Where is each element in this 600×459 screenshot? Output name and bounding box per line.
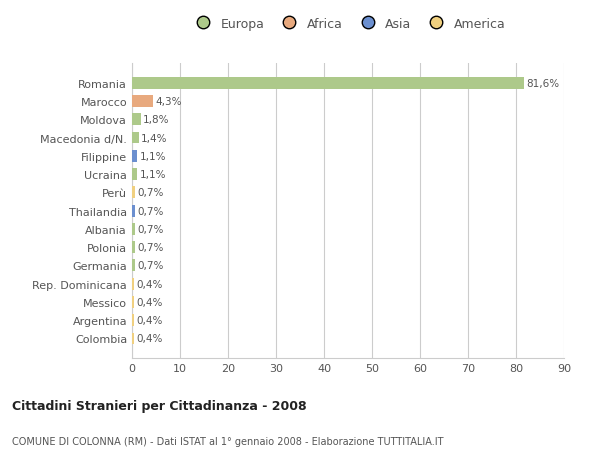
Bar [132, 260, 136, 272]
Text: COMUNE DI COLONNA (RM) - Dati ISTAT al 1° gennaio 2008 - Elaborazione TUTTITALIA: COMUNE DI COLONNA (RM) - Dati ISTAT al 1… [12, 436, 443, 446]
Bar [132, 169, 137, 180]
Text: Cittadini Stranieri per Cittadinanza - 2008: Cittadini Stranieri per Cittadinanza - 2… [12, 399, 307, 412]
Bar [132, 114, 140, 126]
Text: 0,4%: 0,4% [136, 279, 163, 289]
Text: 81,6%: 81,6% [526, 78, 559, 89]
Text: 1,4%: 1,4% [141, 133, 167, 143]
Bar [132, 242, 136, 253]
Text: 0,7%: 0,7% [138, 188, 164, 198]
Bar [132, 297, 134, 308]
Bar [132, 151, 137, 162]
Text: 4,3%: 4,3% [155, 97, 182, 107]
Bar [132, 132, 139, 144]
Text: 1,8%: 1,8% [143, 115, 170, 125]
Bar [132, 278, 134, 290]
Text: 0,7%: 0,7% [138, 224, 164, 235]
Text: 1,1%: 1,1% [140, 151, 166, 162]
Bar [132, 78, 524, 90]
Text: 0,4%: 0,4% [136, 334, 163, 344]
Bar [132, 314, 134, 326]
Text: 0,7%: 0,7% [138, 206, 164, 216]
Text: 0,7%: 0,7% [138, 243, 164, 252]
Legend: Europa, Africa, Asia, America: Europa, Africa, Asia, America [190, 17, 506, 31]
Bar [132, 205, 136, 217]
Bar [132, 96, 152, 108]
Bar [132, 187, 136, 199]
Bar [132, 224, 136, 235]
Text: 0,4%: 0,4% [136, 315, 163, 325]
Text: 0,4%: 0,4% [136, 297, 163, 307]
Text: 0,7%: 0,7% [138, 261, 164, 271]
Text: 1,1%: 1,1% [140, 170, 166, 179]
Bar [132, 333, 134, 345]
